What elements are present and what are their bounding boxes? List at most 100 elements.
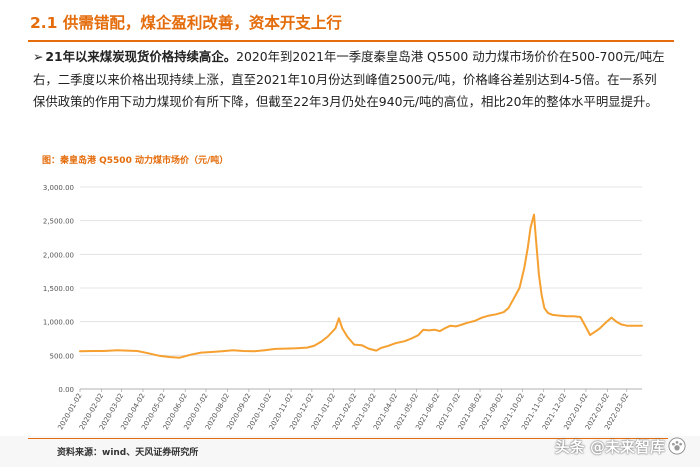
summary-paragraph: ➢ 21年以来煤炭现货价格持续高企。2020年到2021年一季度秦皇岛港 Q550… bbox=[33, 46, 667, 114]
x-tick-labels: 2020-01-022020-02-022020-03-022020-04-02… bbox=[56, 392, 630, 431]
data-point bbox=[533, 214, 535, 216]
data-point bbox=[507, 307, 509, 309]
y-tick-label: 0.00 bbox=[58, 386, 74, 394]
data-point bbox=[91, 350, 94, 352]
y-tick-labels: 0.00 500.00 1,000.00 1,500.00 2,000.00 2,500.… bbox=[43, 184, 74, 394]
data-point bbox=[599, 327, 601, 329]
data-point bbox=[488, 315, 490, 317]
data-point bbox=[523, 267, 525, 269]
data-point bbox=[327, 335, 329, 338]
slide-title: 2.1 供需错配，煤企盈利改善，资本开支上行 bbox=[30, 14, 342, 32]
data-point bbox=[547, 312, 549, 314]
y-tick-label: 500.00 bbox=[50, 352, 75, 360]
data-point bbox=[433, 329, 435, 331]
data-point bbox=[264, 349, 266, 351]
data-point bbox=[449, 325, 451, 327]
data-point bbox=[585, 326, 587, 328]
data-point bbox=[395, 342, 397, 344]
data-point bbox=[610, 317, 613, 319]
chart-series bbox=[79, 213, 643, 359]
data-point bbox=[158, 355, 160, 357]
chart-gridlines bbox=[80, 186, 642, 356]
data-point bbox=[253, 350, 255, 352]
data-point bbox=[481, 317, 483, 319]
data-point bbox=[626, 325, 628, 327]
data-point bbox=[210, 351, 213, 353]
data-point bbox=[552, 314, 554, 316]
data-point bbox=[410, 337, 413, 340]
data-point bbox=[535, 240, 537, 242]
data-point bbox=[467, 322, 469, 324]
data-point bbox=[594, 331, 596, 333]
data-point bbox=[589, 334, 591, 336]
data-point bbox=[473, 320, 476, 322]
y-tick-label: 1,000.00 bbox=[43, 319, 74, 327]
data-point bbox=[232, 349, 234, 351]
watermark: 头条 @未来智库 bbox=[555, 432, 686, 460]
data-point bbox=[320, 341, 322, 343]
data-point bbox=[361, 344, 363, 346]
data-point bbox=[641, 325, 643, 327]
summary-lead: 21年以来煤炭现货价格持续高企。 bbox=[45, 49, 237, 64]
data-point bbox=[620, 323, 622, 325]
data-point bbox=[518, 287, 521, 289]
chart-caption: 图：秦皇岛港 Q5500 动力煤市场价（元/吨） bbox=[42, 156, 229, 166]
data-point bbox=[242, 350, 244, 352]
bullet-arrow-icon: ➢ bbox=[33, 49, 44, 64]
data-point bbox=[79, 350, 81, 352]
data-point bbox=[428, 329, 430, 331]
data-point bbox=[439, 330, 441, 332]
price-series-line bbox=[79, 213, 643, 359]
data-point bbox=[179, 357, 181, 359]
title-underline bbox=[28, 40, 674, 42]
data-point bbox=[417, 334, 419, 336]
data-point bbox=[313, 345, 315, 347]
footer-band bbox=[0, 436, 700, 467]
footer-divider bbox=[28, 438, 668, 439]
paw-icon bbox=[668, 437, 686, 455]
data-point bbox=[368, 348, 370, 350]
y-tick-label: 2,500.00 bbox=[43, 218, 74, 226]
data-point bbox=[541, 294, 543, 296]
data-point bbox=[444, 327, 446, 329]
data-point bbox=[285, 348, 287, 350]
data-point bbox=[455, 325, 457, 327]
data-point bbox=[126, 350, 128, 352]
data-point bbox=[559, 315, 561, 317]
data-point bbox=[375, 350, 377, 352]
data-point bbox=[422, 329, 424, 331]
data-point bbox=[495, 313, 497, 315]
data-point bbox=[346, 335, 348, 338]
data-point bbox=[200, 352, 202, 354]
data-point bbox=[530, 226, 532, 228]
data-point bbox=[334, 327, 336, 329]
data-point bbox=[380, 347, 382, 349]
data-point bbox=[136, 350, 138, 352]
data-point bbox=[147, 352, 150, 354]
summary-body: 2020年到2021年一季度秦皇岛港 Q5500 动力煤市场价价在500-700… bbox=[33, 49, 665, 109]
data-point bbox=[341, 327, 343, 329]
data-point bbox=[606, 321, 608, 323]
data-point bbox=[102, 350, 105, 352]
data-point bbox=[566, 315, 568, 317]
y-tick-label: 3,000.00 bbox=[43, 184, 74, 192]
chart-axes bbox=[79, 388, 642, 392]
data-point bbox=[387, 345, 389, 347]
data-point bbox=[404, 340, 406, 342]
data-point bbox=[460, 324, 462, 326]
y-tick-label: 1,500.00 bbox=[43, 285, 74, 293]
data-point bbox=[338, 317, 340, 319]
data-point bbox=[543, 307, 546, 309]
data-point bbox=[296, 347, 298, 349]
data-point bbox=[274, 348, 276, 350]
data-point bbox=[306, 347, 308, 349]
data-point bbox=[190, 354, 192, 356]
watermark-text: 头条 @未来智库 bbox=[554, 437, 665, 456]
data-point bbox=[572, 315, 575, 317]
data-point bbox=[631, 325, 633, 327]
data-point bbox=[221, 350, 223, 352]
data-point bbox=[168, 356, 170, 358]
y-tick-label: 2,000.00 bbox=[43, 251, 74, 259]
data-point bbox=[615, 321, 618, 323]
